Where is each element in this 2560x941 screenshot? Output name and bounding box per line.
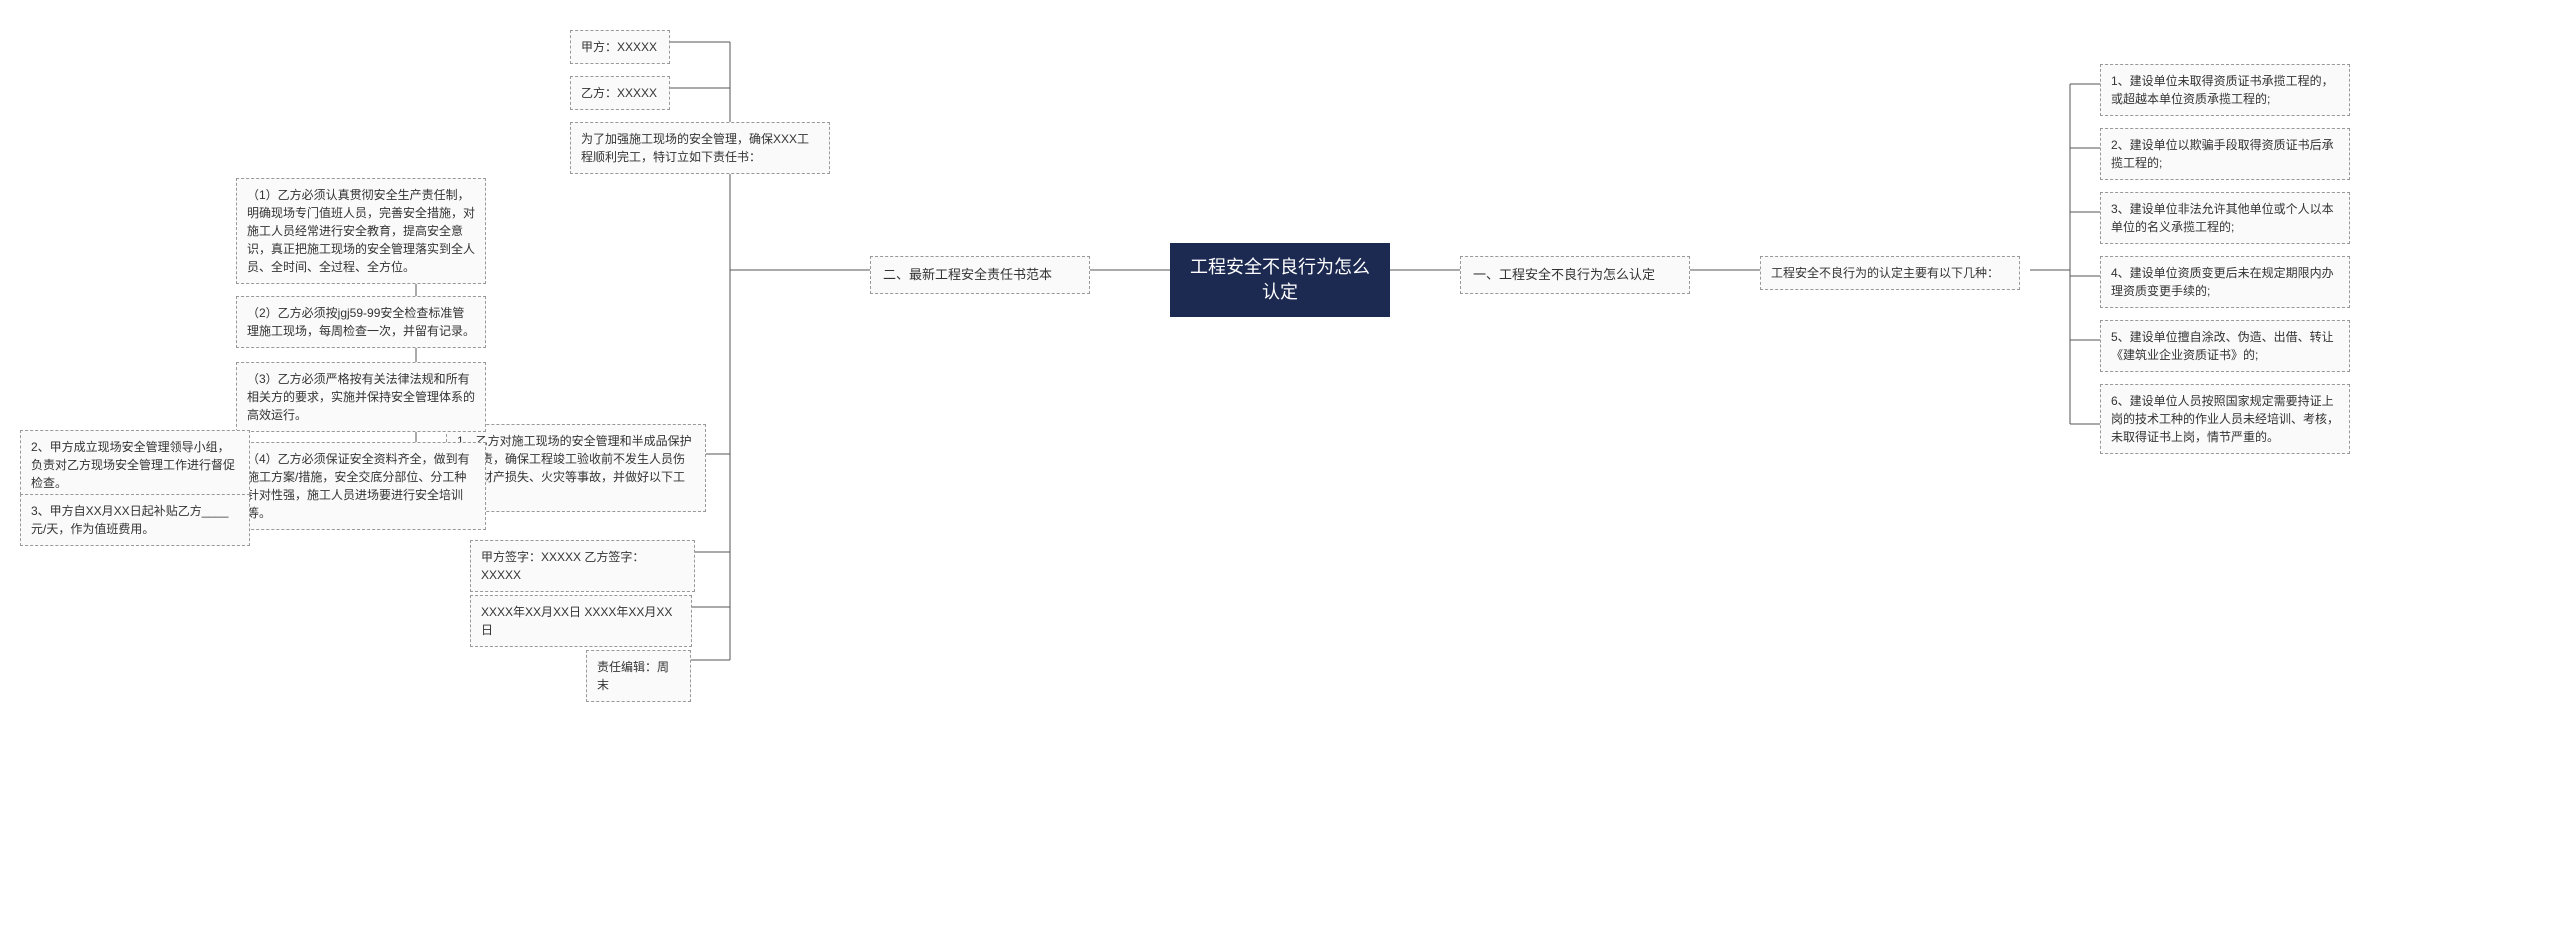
duties-child-4: （4）乙方必须保证安全资料齐全，做到有施工方案/措施，安全交底分部位、分工种针对… [236,442,486,530]
left-bottom-3: 责任编辑：周末 [586,650,691,702]
right-leaf-5: 5、建设单位擅自涂改、伪造、出借、转让《建筑业企业资质证书》的; [2100,320,2350,372]
duties-child-3: （3）乙方必须严格按有关法律法规和所有相关方的要求，实施并保持安全管理体系的高效… [236,362,486,432]
right-leaf-1: 1、建设单位未取得资质证书承揽工程的，或超越本单位资质承揽工程的; [2100,64,2350,116]
right-leaf-4: 4、建设单位资质变更后未在规定期限内办理资质变更手续的; [2100,256,2350,308]
left-top-3: 为了加强施工现场的安全管理，确保XXX工程顺利完工，特订立如下责任书： [570,122,830,174]
left-branch-title: 二、最新工程安全责任书范本 [870,256,1090,294]
left-bottom-1: 甲方签字：XXXXX 乙方签字：XXXXX [470,540,695,592]
grandchild-2: 3、甲方自XX月XX日起补贴乙方____元/天，作为值班费用。 [20,494,250,546]
right-leaf-3: 3、建设单位非法允许其他单位或个人以本单位的名义承揽工程的; [2100,192,2350,244]
left-top-2: 乙方：XXXXX [570,76,670,110]
right-leaf-2: 2、建设单位以欺骗手段取得资质证书后承揽工程的; [2100,128,2350,180]
right-branch-title: 一、工程安全不良行为怎么认定 [1460,256,1690,294]
center-node: 工程安全不良行为怎么认定 [1170,243,1390,317]
right-branch-sub: 工程安全不良行为的认定主要有以下几种： [1760,256,2020,290]
duties-child-2: （2）乙方必须按jgj59-99安全检查标准管理施工现场，每周检查一次，并留有记… [236,296,486,348]
duties-child-1: （1）乙方必须认真贯彻安全生产责任制，明确现场专门值班人员，完善安全措施，对施工… [236,178,486,284]
right-leaf-6: 6、建设单位人员按照国家规定需要持证上岗的技术工种的作业人员未经培训、考核，未取… [2100,384,2350,454]
left-bottom-2: XXXX年XX月XX日 XXXX年XX月XX日 [470,595,692,647]
grandchild-1: 2、甲方成立现场安全管理领导小组，负责对乙方现场安全管理工作进行督促检查。 [20,430,250,500]
left-top-1: 甲方：XXXXX [570,30,670,64]
